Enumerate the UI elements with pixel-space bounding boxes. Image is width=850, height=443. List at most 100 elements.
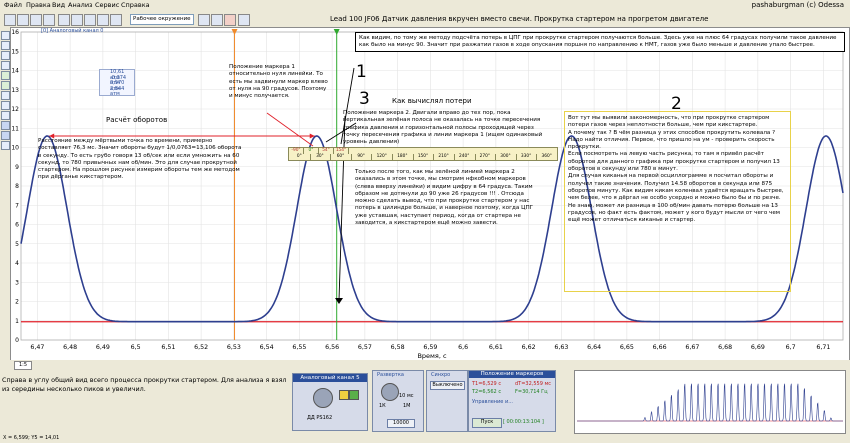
pointer-tool-icon[interactable] [1,31,10,40]
x-tick-label: 6,71 [816,344,830,351]
pressure-trace [20,135,844,323]
channel-play-icon[interactable] [349,390,359,400]
x-tick-label: 6,55 [292,344,306,351]
x-tick-label: 6,69 [751,344,765,351]
x-tick-label: 6,53 [227,344,241,351]
sweep-panel: Развертка 10 мс 1К 1М 10000 [372,370,424,432]
channel-color-icon[interactable] [339,390,349,400]
undo-icon[interactable] [198,14,210,26]
fit-tool-icon[interactable] [1,91,10,100]
sync-panel: Синхро Выключено [426,370,468,432]
x-tick-label: 6,65 [620,344,634,351]
note-marker1: Положение маркера 1 относительно нуля ли… [229,64,328,100]
record-title: Lead 100 JF06 Датчик давления вкручен вм… [330,15,709,23]
x-tick-label: 6,62 [522,344,536,351]
ruler-scale-cell: 0° [289,154,311,160]
new-icon[interactable] [4,14,16,26]
sweep-title: Развертка [377,372,404,378]
zoom-in-tool-icon[interactable] [1,51,10,60]
x-tick-label: 6,5 [131,344,141,351]
sweep-points-field[interactable]: 10000 [387,419,415,428]
gain-knob-icon[interactable] [313,388,333,408]
menu-help[interactable]: Справка [121,1,150,9]
save-icon[interactable] [30,14,42,26]
hand-tool-icon[interactable] [1,41,10,50]
label-number-3: 3 [359,89,370,109]
ruler-scale-cell: 30° [310,154,332,160]
page-scale[interactable]: 1:5 [14,361,32,370]
measure-tool-icon[interactable] [1,131,10,140]
readout-value-2: -0,374 атм [110,74,127,86]
readout-value-1: 10,61 атм [110,69,125,81]
x-tick-label: 6,68 [718,344,732,351]
x-tick-label: 6,49 [96,344,110,351]
channels-icon[interactable] [238,14,250,26]
ruler-scale-cell: 180° [392,154,414,160]
arrow-up-tool-icon[interactable] [1,71,10,80]
y-tick-label: 3 [15,279,19,286]
stop-icon[interactable] [110,14,122,26]
oscillogram-plot[interactable]: 16 15 14 13 12 11 10 9 8 7 6 5 4 3 2 1 0 6,47 6,48 6,49 6,5… [10,27,850,403]
label-kak: Как вычислял потери [392,97,472,105]
callout-arrow-middle [338,115,346,301]
arrow-down-tool-icon[interactable] [1,81,10,90]
x-tick-label: 6,64 [587,344,601,351]
ruler-tool-icon[interactable] [1,121,10,130]
record-icon[interactable] [84,14,96,26]
ruler-scale-cell: 330° [516,154,538,160]
x-axis-ticks: 6,47 6,48 6,49 6,5 6,51 6,52 6,53 6,54 6,55 6,56 6… [30,344,830,351]
toolbar: Рабочее окружение Lead 100 JF06 Датчик д… [0,12,850,28]
marker-tool-icon[interactable] [1,111,10,120]
grid-tool-icon[interactable] [1,101,10,110]
menu-view[interactable]: Вид [52,1,66,9]
print-icon[interactable] [43,14,55,26]
cursor-icon[interactable] [58,14,70,26]
bottom-panel: 1:5 Справа в углу общий вид всего процес… [0,360,850,443]
menu-edit[interactable]: Правка [26,1,51,9]
callout-arrow-middle-head [335,298,343,304]
ruler-head-cell: 54° [319,148,334,154]
start-button[interactable]: Пуск [472,418,502,428]
pause-icon[interactable] [97,14,109,26]
menu-service[interactable]: Сервис [95,1,120,9]
menu-file[interactable]: Файл [4,1,22,9]
sweep-time: 10 мс [399,393,414,399]
mode-combo[interactable]: Рабочее окружение [130,14,194,25]
readout-box: 10,61 атм -0,374 атм 0,970 атм 2,844 атм [99,69,135,97]
settings-tool-icon[interactable] [1,141,10,150]
sweep-1m: 1М [403,403,411,409]
status-coordinates: X = 6,599; Y5 = 14,01 [3,435,60,441]
sync-mode[interactable]: Выключено [430,381,465,390]
sync-title: Синхро [431,372,451,378]
ruler-scale-cell: 150° [413,154,435,160]
zoom-out-tool-icon[interactable] [1,61,10,70]
x-tick-label: 6,66 [653,344,667,351]
y-tick-label: 5 [15,241,19,248]
marker-dt: dT=32,559 мс [515,381,552,387]
x-tick-label: 6,59 [423,344,437,351]
callout-arrow-marker1 [266,112,314,147]
open-icon[interactable] [17,14,29,26]
ruler-scale-cell: 270° [475,154,497,160]
eraser-icon[interactable] [224,14,236,26]
y-tick-label: 2 [15,299,19,306]
ruler-head-cell: -90° [289,148,304,154]
label-raschet: Расчёт оборотов [106,116,168,124]
y-tick-label: 9 [15,164,19,171]
redo-icon[interactable] [211,14,223,26]
note-box-2: Вот тут мы выявили закономерность, что п… [564,111,791,292]
revolution-arrow-head-left [49,133,55,139]
x-tick-label: 6,6 [458,344,468,351]
y-tick-label: 14 [11,68,19,75]
overview-thumbnail[interactable] [574,370,846,434]
zoom-icon[interactable] [71,14,83,26]
channel-sensor: ДД PS162 [307,415,333,421]
y-tick-label: 15 [11,48,19,55]
marker-angle-ruler[interactable]: -90° 0° 54° 154° 0° 30° 60° 90° 120° 180° 150° 210… [288,147,558,161]
x-tick-label: 6,67 [685,344,699,351]
markers-panel: Положение маркеров T1=6,529 с dT=32,559 … [468,370,556,432]
sweep-knob-icon[interactable] [381,383,399,401]
note-raschet: Расстояние между мёртвыми точка по време… [38,138,242,181]
menu-analysis[interactable]: Анализ [68,1,93,9]
